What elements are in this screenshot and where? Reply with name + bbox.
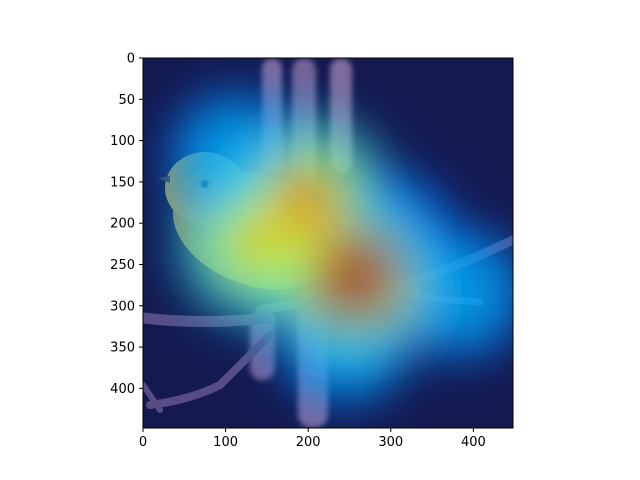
heat-spot [181,104,287,210]
heat-spot [408,240,513,346]
heatmap-overlay [143,58,513,428]
x-tick-label: 0 [139,435,147,450]
y-tick-label: 250 [110,258,135,273]
x-tick-label: 200 [296,435,321,450]
heat-spot [237,222,281,266]
x-tick-label: 400 [461,435,486,450]
y-tick-label: 150 [110,175,135,190]
plot-frame [142,57,514,429]
plot-area [143,58,513,428]
x-tick-label: 300 [378,435,403,450]
y-tick-label: 100 [110,134,135,149]
heat-spot [328,252,379,302]
y-tick-label: 200 [110,217,135,232]
y-tick-label: 50 [118,93,135,108]
x-axis: 0 100 200 300 400 [139,428,486,450]
heat-spot [281,179,327,226]
y-tick-label: 300 [110,299,135,314]
y-tick-label: 0 [127,52,135,67]
y-tick-label: 350 [110,341,135,356]
y-axis: 0 50 100 150 200 250 300 350 400 [110,52,143,397]
x-tick-label: 100 [213,435,238,450]
y-tick-label: 400 [110,382,135,397]
